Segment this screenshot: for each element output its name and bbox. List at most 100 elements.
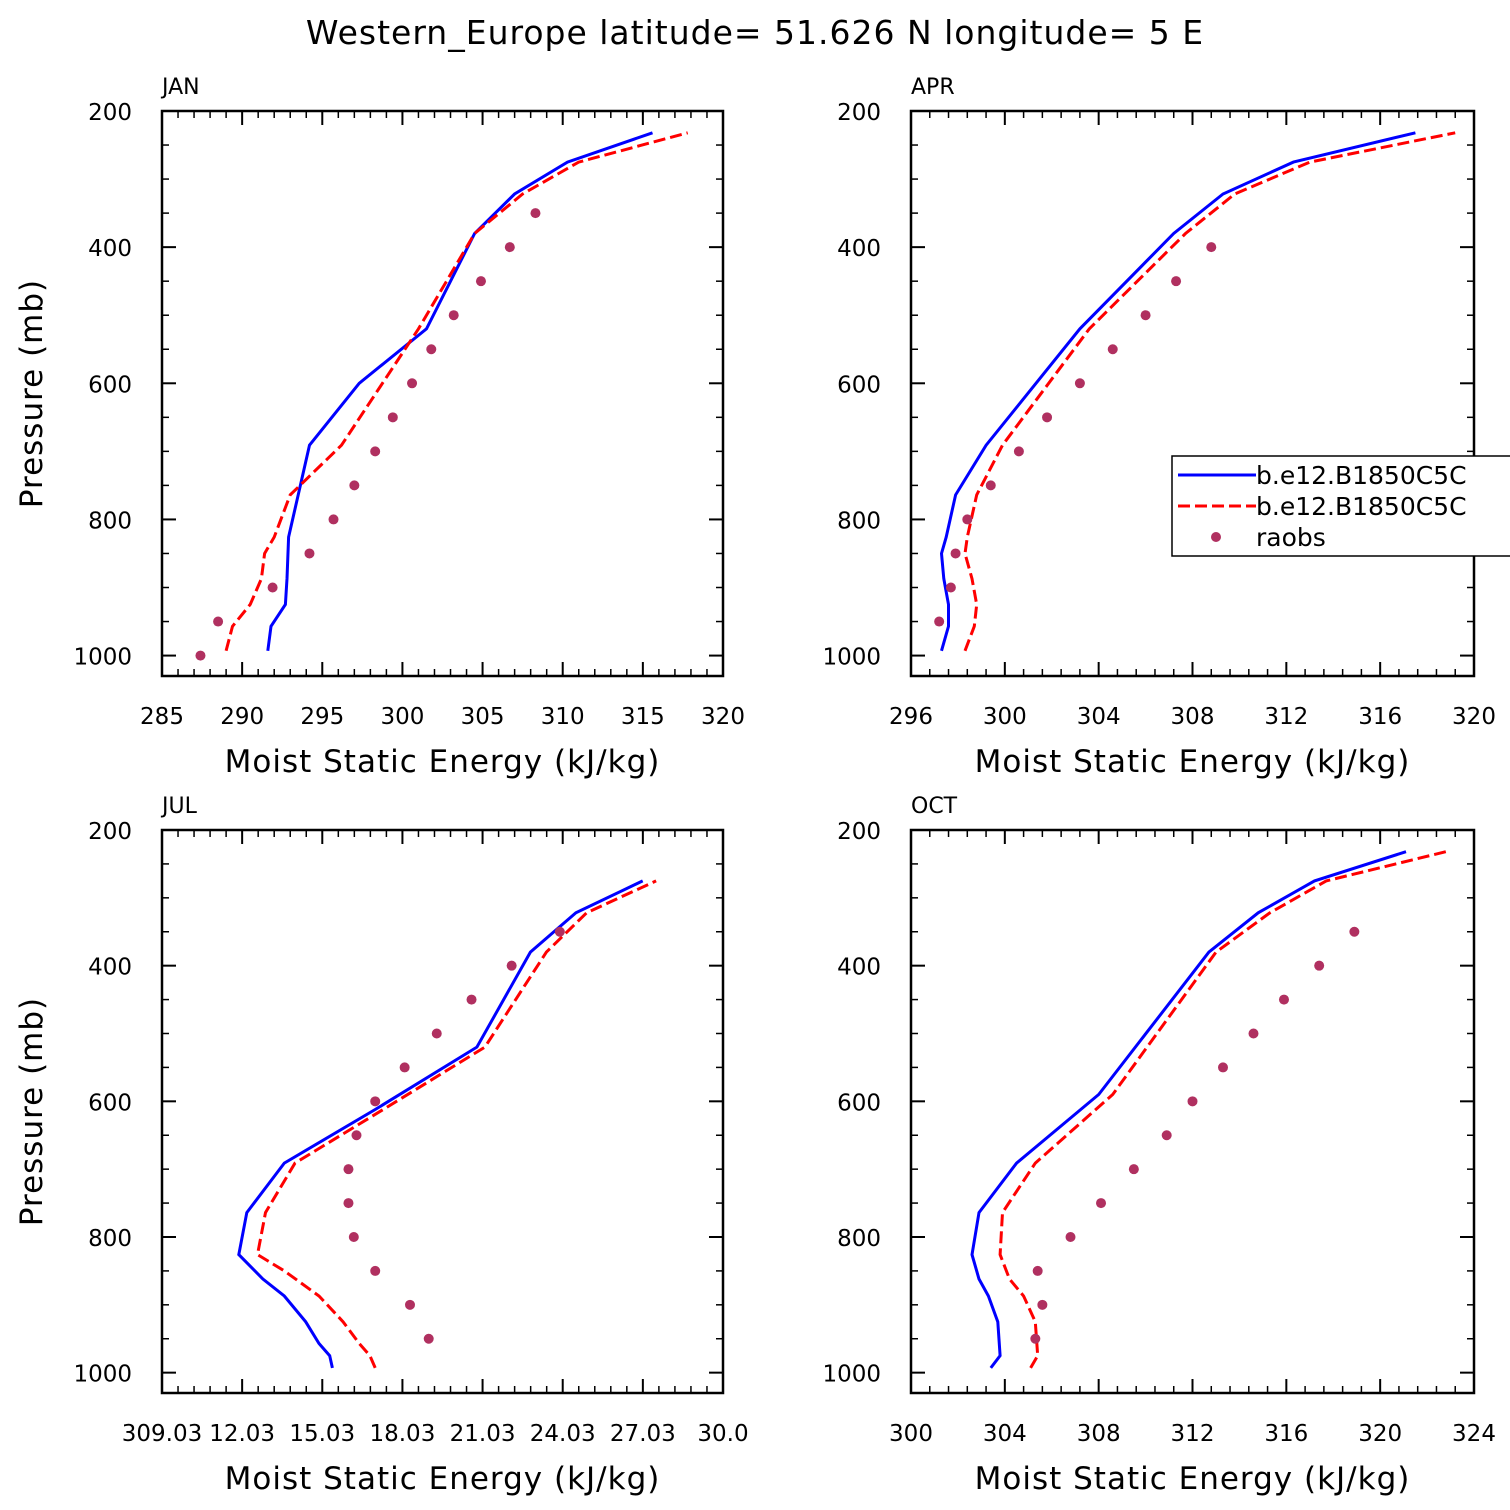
raobs-point [213,616,224,627]
x-tick-label: 300 [983,704,1027,730]
raobs-point [1065,1231,1076,1242]
raobs-point [348,1231,359,1242]
x-tick-label: 21.03 [450,1421,516,1447]
y-tick-label: 400 [837,955,881,981]
y-tick-label: 600 [837,372,881,398]
raobs-point [423,1333,434,1344]
raobs-point [1161,1130,1172,1141]
raobs-point [267,582,278,593]
y-axis-label: Pressure (mb) [14,997,50,1226]
raobs-point [950,548,961,559]
raobs-point [343,1164,354,1175]
raobs-point [1037,1299,1048,1310]
raobs-point [1030,1333,1041,1344]
raobs-point [349,480,360,491]
x-tick-label: 308 [1171,704,1215,730]
y-tick-label: 600 [837,1090,881,1116]
raobs-point [1042,412,1053,423]
y-tick-label: 200 [837,819,881,845]
raobs-point [934,616,945,627]
model-line-dashed [998,850,1447,1369]
model-line-dashed [224,131,689,652]
y-tick-label: 1000 [822,1362,881,1388]
raobs-point [466,994,477,1005]
raobs-point [407,378,418,389]
raobs-point [1032,1265,1043,1276]
x-axis-label: Moist Static Energy (kJ/kg) [975,1461,1411,1497]
x-tick-label: 304 [983,1421,1027,1447]
raobs-point [530,208,541,219]
x-tick-label: 305 [461,704,505,730]
raobs-point [504,242,515,253]
x-tick-label: 316 [1264,1421,1308,1447]
x-tick-label: 315 [621,704,665,730]
raobs-point [1217,1062,1228,1073]
y-tick-label: 1000 [73,1362,132,1388]
plot-frame [909,109,1476,678]
raobs-point [506,960,517,971]
raobs-point [1248,1028,1259,1039]
x-tick-label: 312 [1171,1421,1215,1447]
raobs-point [370,446,381,457]
x-tick-label: 27.03 [610,1421,676,1447]
x-tick-label: 316 [1358,704,1402,730]
x-tick-label: 304 [1077,704,1121,730]
x-tick-label: 308 [1077,1421,1121,1447]
raobs-point [195,650,206,661]
plot-frame [909,828,1476,1395]
raobs-point [370,1096,381,1107]
plot-frame [160,109,725,678]
plot-frame [160,828,725,1395]
x-tick-label: 12.03 [209,1421,275,1447]
raobs-point [426,344,437,355]
raobs-point [1314,960,1325,971]
model-line-solid [237,879,644,1369]
y-tick-label: 400 [88,955,132,981]
panel-oct: 300 304 308 312 316 320 324 200 400 600 800 1000 OCT… [822,794,1496,1497]
raobs-point [328,514,339,525]
raobs-point [1128,1164,1139,1175]
model-line-solid [970,850,1407,1369]
panel-jul: 309.03 12.03 15.03 18.03 21.03 24.03 27.03 30.0… [14,794,749,1497]
raobs-point [985,480,996,491]
panel-label: OCT [911,794,958,819]
x-axis-label: Moist Static Energy (kJ/kg) [225,1461,661,1497]
y-tick-label: 1000 [73,645,132,671]
y-tick-label: 800 [88,508,132,534]
panel-label: JAN [160,75,200,100]
legend-entry-label: b.e12.B1850C5C [1256,492,1467,521]
x-tick-label: 320 [701,704,745,730]
raobs-point [1171,276,1182,287]
x-tick-label: 320 [1358,1421,1402,1447]
raobs-point [1074,378,1085,389]
y-tick-label: 200 [837,100,881,126]
raobs-point [1107,344,1118,355]
x-tick-label: 312 [1264,704,1308,730]
raobs-point [1096,1198,1107,1209]
model-line-dashed [255,879,657,1369]
raobs-point [1278,994,1289,1005]
x-tick-label: 296 [889,704,933,730]
y-tick-label: 600 [88,372,132,398]
panel-jan: 285 290 295 300 305 310 315 320 200 400 600 800 1000… [14,75,745,780]
panels: 285 290 295 300 305 310 315 320 200 400 600 800 1000… [14,75,1496,1497]
raobs-point [962,514,973,525]
raobs-point [399,1062,410,1073]
figure-title: Western_Europe latitude= 51.626 N longit… [306,13,1204,52]
x-tick-label: 18.03 [369,1421,435,1447]
x-tick-label: 285 [140,704,184,730]
raobs-point [387,412,398,423]
legend-symbol-dot [1211,532,1221,542]
raobs-point [554,926,565,937]
x-tick-label: 295 [300,704,344,730]
raobs-point [1140,310,1151,321]
raobs-point [343,1198,354,1209]
raobs-point [351,1130,362,1141]
model-line-solid [939,131,1416,652]
raobs-point [1013,446,1024,457]
x-tick-label: 24.03 [530,1421,596,1447]
x-tick-label: 320 [1452,704,1496,730]
raobs-point [475,276,486,287]
